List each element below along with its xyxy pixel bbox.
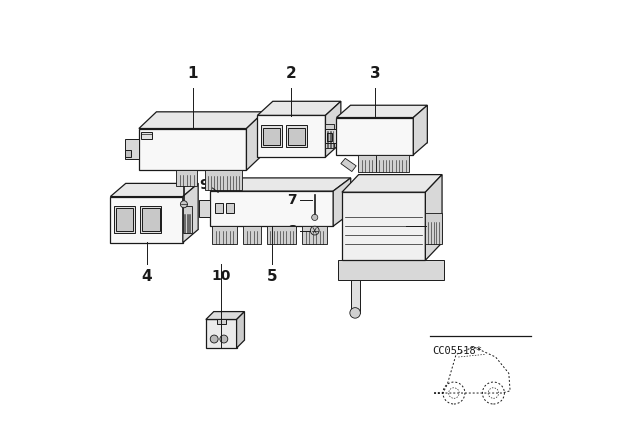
Polygon shape xyxy=(116,208,133,231)
Text: 1: 1 xyxy=(188,66,198,82)
Polygon shape xyxy=(210,191,333,226)
Circle shape xyxy=(312,214,318,220)
Polygon shape xyxy=(426,175,442,260)
Polygon shape xyxy=(426,213,442,244)
Polygon shape xyxy=(333,178,351,226)
Polygon shape xyxy=(141,132,152,139)
Polygon shape xyxy=(326,101,341,157)
Text: 6: 6 xyxy=(433,219,443,234)
Polygon shape xyxy=(257,101,341,115)
Polygon shape xyxy=(261,125,282,147)
Text: 5: 5 xyxy=(266,269,277,284)
Polygon shape xyxy=(183,183,198,243)
Polygon shape xyxy=(351,280,360,313)
Polygon shape xyxy=(142,208,159,231)
Polygon shape xyxy=(327,133,332,141)
Polygon shape xyxy=(337,105,428,117)
Polygon shape xyxy=(199,200,210,217)
Polygon shape xyxy=(176,170,197,185)
Polygon shape xyxy=(342,175,442,192)
Text: 10: 10 xyxy=(212,269,231,283)
Circle shape xyxy=(180,201,188,208)
Polygon shape xyxy=(237,312,244,348)
Polygon shape xyxy=(243,226,260,244)
Polygon shape xyxy=(226,203,234,213)
Polygon shape xyxy=(257,115,326,157)
Polygon shape xyxy=(183,207,191,233)
Polygon shape xyxy=(206,312,244,319)
Text: 9: 9 xyxy=(200,178,209,192)
Polygon shape xyxy=(205,170,242,190)
Polygon shape xyxy=(139,129,246,170)
Polygon shape xyxy=(358,155,376,172)
Polygon shape xyxy=(125,139,139,159)
Polygon shape xyxy=(337,117,413,155)
Circle shape xyxy=(210,335,218,343)
Polygon shape xyxy=(217,319,226,324)
Circle shape xyxy=(220,335,228,343)
Text: 8: 8 xyxy=(287,224,297,237)
Polygon shape xyxy=(110,197,183,243)
Polygon shape xyxy=(139,112,264,129)
Polygon shape xyxy=(268,226,296,244)
Polygon shape xyxy=(341,158,356,172)
Polygon shape xyxy=(125,150,131,157)
Polygon shape xyxy=(212,226,237,244)
Polygon shape xyxy=(326,129,337,143)
Polygon shape xyxy=(342,192,426,260)
Polygon shape xyxy=(376,155,409,172)
Text: CC05518*: CC05518* xyxy=(432,345,482,356)
Circle shape xyxy=(350,308,360,318)
Polygon shape xyxy=(413,105,428,155)
Polygon shape xyxy=(326,124,334,148)
Polygon shape xyxy=(114,207,135,233)
Polygon shape xyxy=(210,178,351,191)
Polygon shape xyxy=(140,207,161,233)
Text: 2: 2 xyxy=(286,66,297,82)
Polygon shape xyxy=(206,319,237,348)
Polygon shape xyxy=(110,183,198,197)
Polygon shape xyxy=(262,128,280,146)
Text: 3: 3 xyxy=(369,66,380,82)
Polygon shape xyxy=(246,112,264,170)
Text: 4: 4 xyxy=(141,269,152,284)
Polygon shape xyxy=(286,125,307,147)
Polygon shape xyxy=(214,203,223,213)
Polygon shape xyxy=(288,128,305,146)
Polygon shape xyxy=(339,260,444,280)
Polygon shape xyxy=(303,226,326,244)
Circle shape xyxy=(310,226,319,235)
Text: 7: 7 xyxy=(287,193,297,207)
